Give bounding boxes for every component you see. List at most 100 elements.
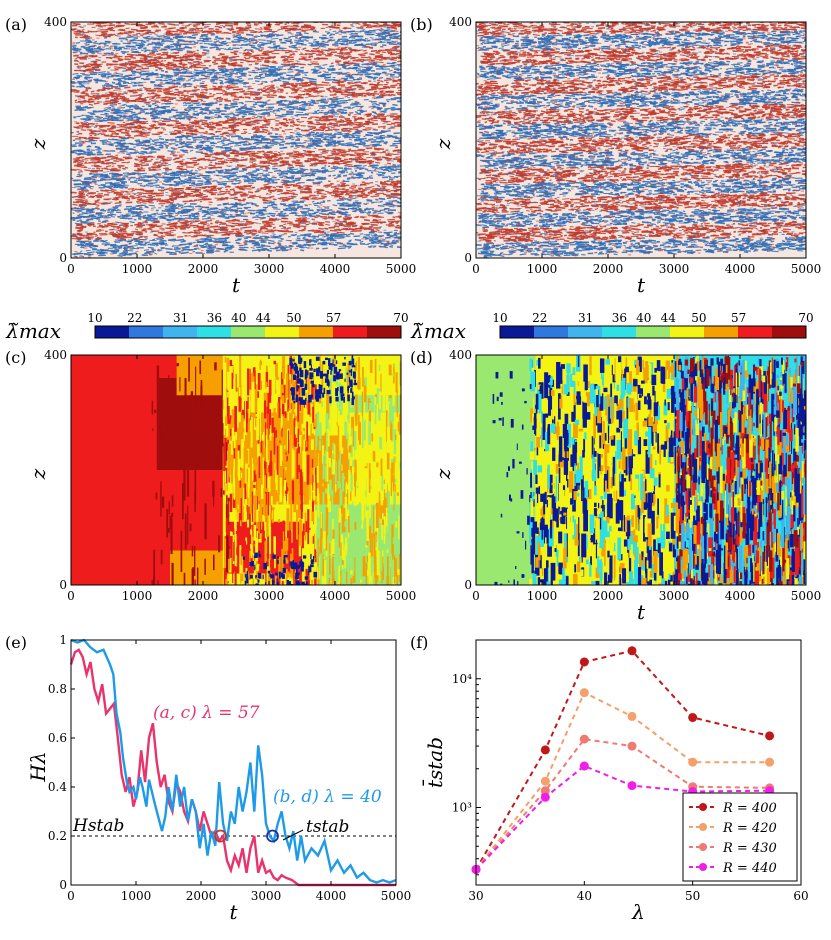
- texture-streak: [285, 121, 290, 124]
- texture-streak: [393, 45, 400, 48]
- texture-streak: [138, 152, 145, 155]
- texture-streak: [86, 106, 92, 109]
- texture-streak: [164, 76, 172, 79]
- texture-streak: [229, 29, 233, 32]
- texture-streak: [215, 49, 221, 51]
- texture-streak: [317, 66, 323, 69]
- texture-streak: [346, 142, 353, 144]
- texture-streak: [85, 40, 93, 44]
- texture-streak: [329, 65, 335, 68]
- texture-streak: [242, 113, 248, 116]
- texture-streak: [134, 81, 139, 84]
- texture-streak: [223, 106, 232, 109]
- texture-streak: [87, 100, 94, 103]
- texture-streak: [315, 128, 325, 132]
- texture-streak: [347, 129, 352, 133]
- texture-streak: [283, 103, 290, 106]
- texture-streak: [309, 44, 314, 47]
- texture-streak: [378, 29, 384, 31]
- texture-streak: [267, 51, 273, 54]
- texture-streak: [154, 126, 161, 129]
- texture-streak: [220, 68, 227, 70]
- texture-streak: [294, 114, 299, 117]
- texture-streak: [147, 95, 154, 98]
- texture-streak: [357, 78, 360, 81]
- texture-streak: [338, 68, 342, 71]
- texture-streak: [330, 135, 336, 139]
- texture-streak: [309, 77, 317, 81]
- texture-streak: [277, 20, 283, 21]
- texture-streak: [391, 40, 396, 43]
- texture-streak: [213, 88, 218, 91]
- texture-streak: [311, 19, 314, 20]
- texture-streak: [158, 22, 165, 25]
- texture-streak: [142, 140, 151, 143]
- texture-streak: [84, 55, 88, 58]
- texture-streak: [318, 148, 326, 151]
- texture-streak: [358, 69, 363, 72]
- texture-streak: [200, 99, 204, 102]
- texture-streak: [203, 132, 210, 135]
- texture-streak: [155, 113, 162, 116]
- texture-streak: [236, 69, 244, 73]
- texture-streak: [256, 115, 263, 118]
- texture-streak: [236, 18, 242, 19]
- texture-streak: [252, 126, 257, 129]
- texture-streak: [208, 111, 213, 114]
- texture-streak: [373, 28, 380, 31]
- texture-streak: [84, 78, 89, 81]
- texture-streak: [117, 58, 124, 61]
- texture-streak: [114, 34, 118, 37]
- texture-streak: [85, 43, 90, 46]
- texture-streak: [312, 30, 317, 33]
- texture-streak: [195, 102, 199, 105]
- texture-streak: [371, 102, 377, 105]
- texture-streak: [159, 73, 166, 76]
- texture-streak: [369, 46, 374, 50]
- texture-streak: [385, 81, 389, 84]
- texture-streak: [128, 77, 136, 80]
- texture-streak: [299, 106, 303, 109]
- texture-streak: [194, 78, 199, 82]
- texture-streak: [95, 34, 101, 37]
- texture-streak: [74, 99, 78, 102]
- texture-streak: [378, 117, 387, 120]
- texture-streak: [145, 103, 152, 106]
- texture-streak: [379, 140, 385, 143]
- texture-streak: [338, 52, 344, 56]
- texture-streak: [300, 30, 306, 33]
- texture-streak: [360, 44, 367, 47]
- texture-streak: [221, 139, 225, 143]
- texture-streak: [227, 18, 234, 19]
- texture-streak: [163, 143, 167, 146]
- texture-streak: [292, 143, 295, 146]
- texture-streak: [310, 68, 317, 71]
- texture-streak: [102, 117, 110, 120]
- texture-streak: [105, 114, 114, 118]
- texture-streak: [260, 42, 267, 46]
- texture-streak: [400, 66, 401, 68]
- texture-streak: [201, 147, 208, 151]
- texture-streak: [367, 113, 372, 116]
- texture-streak: [299, 84, 308, 87]
- texture-streak: [154, 46, 161, 49]
- texture-streak: [253, 77, 262, 80]
- texture-streak: [186, 146, 195, 149]
- texture-streak: [132, 84, 138, 87]
- texture-streak: [149, 138, 153, 141]
- texture-streak: [382, 130, 391, 133]
- texture-streak: [147, 43, 154, 46]
- texture-streak: [343, 101, 349, 104]
- texture-streak: [249, 113, 257, 115]
- texture-streak: [214, 116, 217, 119]
- texture-streak: [292, 52, 295, 55]
- texture-streak: [260, 57, 265, 60]
- texture-streak: [210, 141, 215, 144]
- texture-streak: [326, 154, 333, 157]
- texture-streak: [288, 119, 295, 121]
- texture-streak: [127, 33, 132, 37]
- texture-streak: [98, 71, 106, 74]
- texture-streak: [232, 64, 236, 67]
- texture-streak: [137, 131, 145, 134]
- texture-streak: [134, 116, 139, 119]
